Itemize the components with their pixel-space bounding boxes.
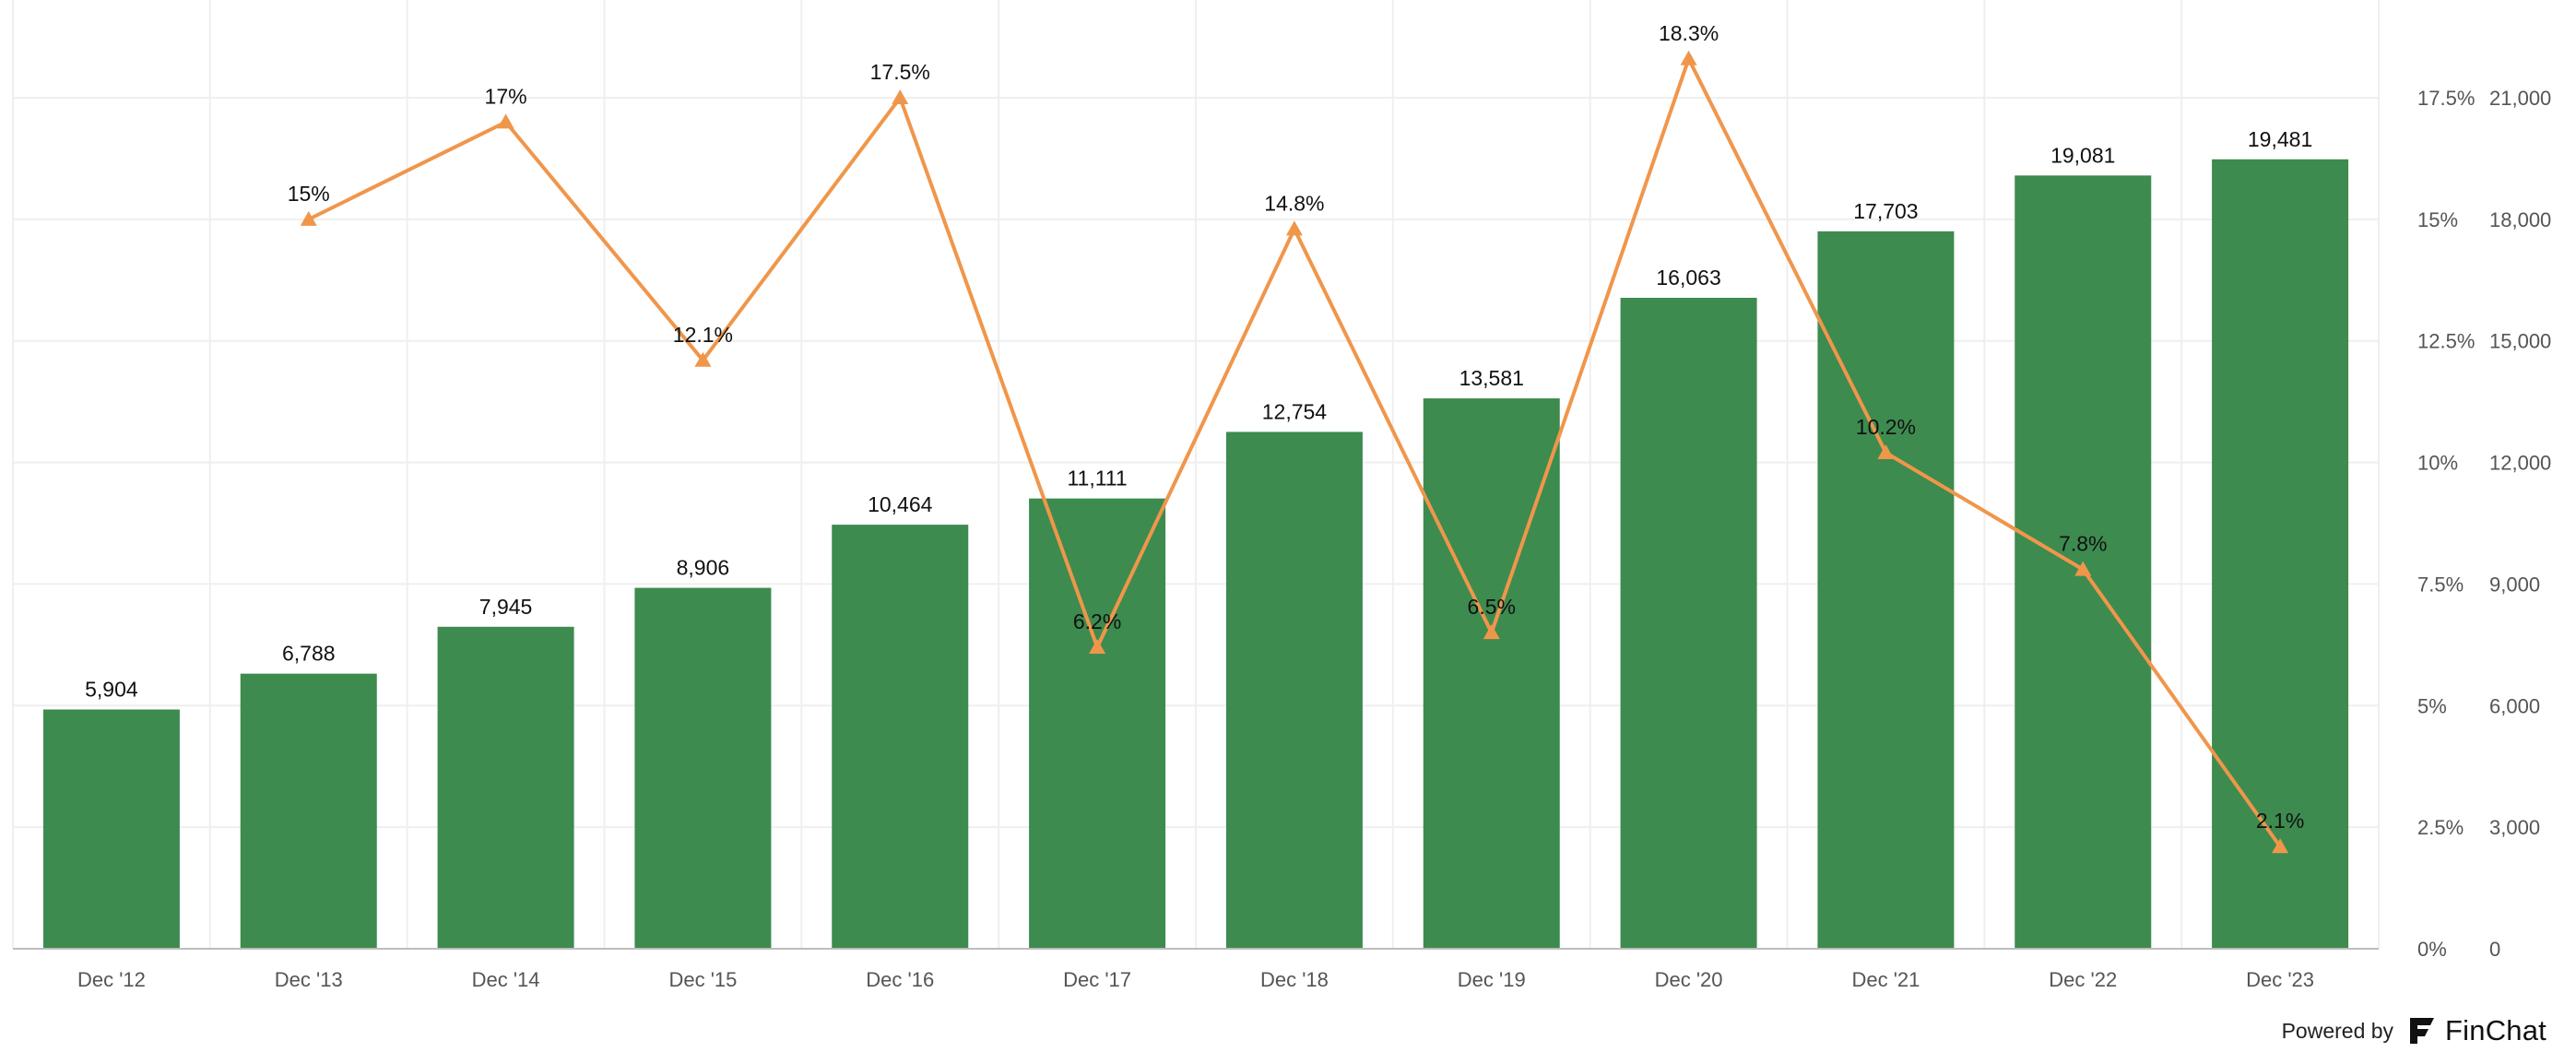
x-tick-label: Dec '22 — [2049, 968, 2117, 991]
finchat-logo[interactable]: FinChat — [2406, 1014, 2546, 1047]
revenue-growth-chart: 5,904 6,788 7,945 8,906 10,464 11,111 12,754 13… — [12, 0, 2551, 991]
growth-marker — [2272, 838, 2289, 854]
bar — [634, 587, 772, 949]
x-tick-label: Dec '23 — [2246, 968, 2314, 991]
y-pct-tick-label: 5% — [2417, 694, 2447, 717]
x-tick-label: Dec '14 — [472, 968, 540, 991]
x-tick-label: Dec '21 — [1851, 968, 1920, 991]
growth-value-label: 18.3% — [1659, 21, 1719, 45]
bar-value-label: 12,754 — [1262, 399, 1328, 423]
bar — [240, 673, 377, 949]
brand-name: FinChat — [2445, 1014, 2546, 1046]
bar-value-label: 19,481 — [2248, 127, 2312, 151]
y-pct-tick-label: 2.5% — [2417, 816, 2464, 839]
bar-series — [42, 159, 2349, 950]
x-tick-label: Dec '19 — [1458, 968, 1526, 991]
bar-value-label: 17,703 — [1853, 199, 1918, 223]
bar — [42, 709, 180, 949]
growth-value-label: 15% — [288, 182, 330, 206]
growth-value-label: 7.8% — [2059, 532, 2107, 556]
x-tick-label: Dec '20 — [1655, 968, 1723, 991]
bar-value-label: 6,788 — [282, 642, 336, 666]
bar — [1029, 498, 1166, 949]
growth-marker — [1680, 50, 1697, 65]
growth-value-label: 6.2% — [1073, 609, 1121, 633]
y-pct-tick-label: 7.5% — [2417, 573, 2464, 596]
growth-marker — [892, 89, 909, 104]
finchat-logo-icon — [2410, 1018, 2435, 1044]
y-val-tick-label: 21,000 — [2489, 87, 2551, 110]
y-pct-tick-label: 15% — [2417, 208, 2458, 231]
y-val-tick-label: 6,000 — [2489, 694, 2540, 717]
bar-value-label: 7,945 — [479, 595, 533, 619]
bar — [437, 626, 574, 949]
growth-marker — [1877, 444, 1895, 460]
y-pct-tick-label: 12.5% — [2417, 330, 2475, 353]
bar — [1423, 398, 1560, 949]
x-tick-label: Dec '13 — [275, 968, 343, 991]
growth-marker — [1285, 220, 1303, 236]
x-tick-label: Dec '15 — [668, 968, 737, 991]
x-tick-label: Dec '18 — [1260, 968, 1329, 991]
growth-line-series — [300, 50, 2289, 854]
y-pct-tick-label: 10% — [2417, 452, 2458, 475]
growth-value-label: 10.2% — [1856, 415, 1916, 439]
y-val-tick-label: 15,000 — [2489, 330, 2551, 353]
footer: Powered by FinChat — [2282, 1011, 2546, 1051]
growth-value-label: 6.5% — [1468, 595, 1516, 619]
y-val-tick-label: 9,000 — [2489, 573, 2540, 596]
y-val-tick-label: 18,000 — [2489, 208, 2551, 231]
growth-value-label: 14.8% — [1264, 191, 1324, 215]
growth-value-label: 12.1% — [673, 323, 733, 347]
growth-marker — [694, 351, 712, 367]
bar — [832, 525, 969, 949]
y-val-tick-label: 12,000 — [2489, 452, 2551, 475]
growth-marker — [2074, 561, 2092, 576]
bar-value-label: 5,904 — [85, 678, 138, 702]
x-tick-label: Dec '16 — [866, 968, 934, 991]
grid-lines — [12, 0, 2380, 950]
bar-value-label: 16,063 — [1656, 266, 1720, 290]
y-pct-tick-label: 17.5% — [2417, 87, 2475, 110]
x-tick-label: Dec '12 — [77, 968, 146, 991]
bar-value-label: 19,081 — [2050, 143, 2115, 167]
axes: Dec '12 Dec '13 Dec '14 Dec '15 Dec '16 Dec '… — [13, 87, 2551, 991]
bar — [1817, 231, 1955, 949]
x-tick-label: Dec '17 — [1063, 968, 1131, 991]
y-val-tick-label: 0 — [2489, 938, 2500, 961]
growth-marker — [1089, 638, 1106, 654]
bar-value-label: 8,906 — [677, 556, 730, 580]
data-labels: 5,904 6,788 7,945 8,906 10,464 11,111 12,754 13… — [85, 21, 2312, 833]
bar-value-label: 13,581 — [1459, 366, 1524, 390]
bar — [1620, 297, 1757, 949]
powered-by-text: Powered by — [2281, 1018, 2394, 1043]
bar — [2212, 159, 2349, 949]
bar — [1225, 432, 1363, 949]
bar-value-label: 10,464 — [868, 492, 933, 516]
bar-value-label: 11,111 — [1067, 467, 1127, 491]
growth-marker — [1483, 624, 1500, 640]
growth-value-label: 2.1% — [2256, 809, 2304, 833]
growth-marker — [300, 210, 317, 226]
growth-value-label: 17% — [485, 84, 527, 108]
growth-marker — [497, 113, 514, 129]
y-pct-tick-label: 0% — [2417, 938, 2447, 961]
growth-value-label: 17.5% — [870, 60, 930, 84]
y-val-tick-label: 3,000 — [2489, 816, 2540, 839]
